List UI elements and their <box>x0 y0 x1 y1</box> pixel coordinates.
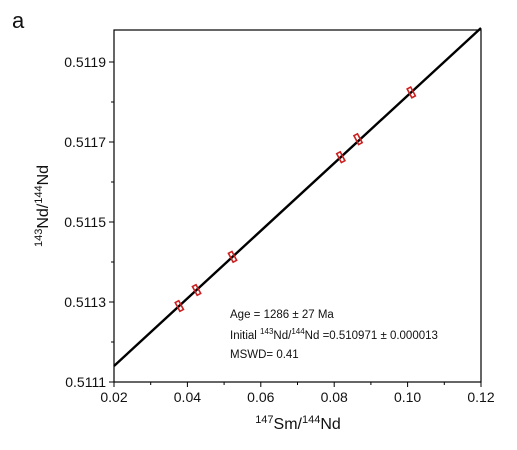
x-axis-label: 147Sm/144Nd <box>255 414 341 433</box>
error-ellipse-marker <box>227 250 238 264</box>
x-tick-label: 0.10 <box>394 389 421 405</box>
initial-ratio-annotation: Initial 143Nd/144Nd =0.510971 ± 0.000013 <box>230 327 438 342</box>
x-tick-label: 0.04 <box>174 389 201 405</box>
age-annotation: Age = 1286 ± 27 Ma <box>230 309 334 321</box>
error-ellipse-marker <box>406 85 417 99</box>
error-ellipse-marker <box>191 283 202 297</box>
axes: 0.02 0.04 0.06 0.08 0.10 0.12 0.5111 0.5113 0.51… <box>64 29 495 405</box>
y-axis-label: 143Nd/144Nd <box>33 165 52 247</box>
error-ellipse-marker <box>352 132 364 146</box>
y-tick-label: 0.5115 <box>64 214 106 230</box>
y-tick-label: 0.5111 <box>65 374 106 390</box>
y-tick-label: 0.5119 <box>64 54 106 70</box>
panel-label: a <box>12 8 25 33</box>
y-tick-label: 0.5113 <box>64 294 106 310</box>
error-ellipse-marker <box>174 299 185 313</box>
error-ellipse-marker <box>335 150 347 164</box>
x-tick-label: 0.06 <box>247 389 274 405</box>
annotation-block: Age = 1286 ± 27 Ma Initial 143Nd/144Nd =… <box>230 309 438 361</box>
y-tick-label: 0.5117 <box>64 134 106 150</box>
x-tick-label: 0.02 <box>100 389 127 405</box>
x-tick-label: 0.08 <box>321 389 348 405</box>
data-points <box>174 85 417 313</box>
mswd-annotation: MSWD= 0.41 <box>230 349 299 361</box>
regression-line-layer <box>113 27 482 367</box>
isochron-regression-line <box>113 27 482 367</box>
x-tick-label: 0.12 <box>467 389 494 405</box>
